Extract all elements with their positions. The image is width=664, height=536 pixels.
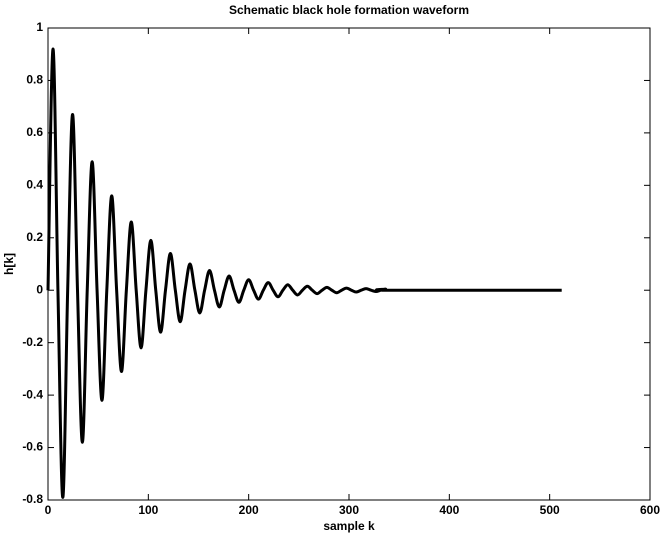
- y-tick-label: -0.2: [22, 335, 43, 349]
- y-tick-label: -0.8: [22, 492, 43, 506]
- y-tick-label: 0.8: [26, 73, 43, 87]
- y-tick-label: 0.6: [26, 125, 43, 139]
- x-tick-label: 500: [540, 503, 560, 517]
- x-tick-label: 400: [439, 503, 459, 517]
- y-tick-label: 1: [36, 20, 43, 34]
- waveform-line: [46, 47, 562, 499]
- y-tick-label: -0.6: [22, 440, 43, 454]
- x-tick-label: 0: [45, 503, 52, 517]
- x-tick-label: 100: [138, 503, 158, 517]
- y-tick-label: 0.4: [26, 178, 43, 192]
- y-tick-label: -0.4: [22, 387, 43, 401]
- plot-frame: [47, 27, 651, 501]
- x-tick-label: 300: [339, 503, 359, 517]
- y-tick-label: 0.2: [26, 230, 43, 244]
- chart-title: Schematic black hole formation waveform: [229, 3, 469, 17]
- x-tick-label: 600: [640, 503, 660, 517]
- x-axis-label: sample k: [323, 519, 375, 533]
- y-tick-label: 0: [36, 282, 43, 296]
- y-axis-label: h[k]: [2, 253, 16, 275]
- x-tick-label: 200: [239, 503, 259, 517]
